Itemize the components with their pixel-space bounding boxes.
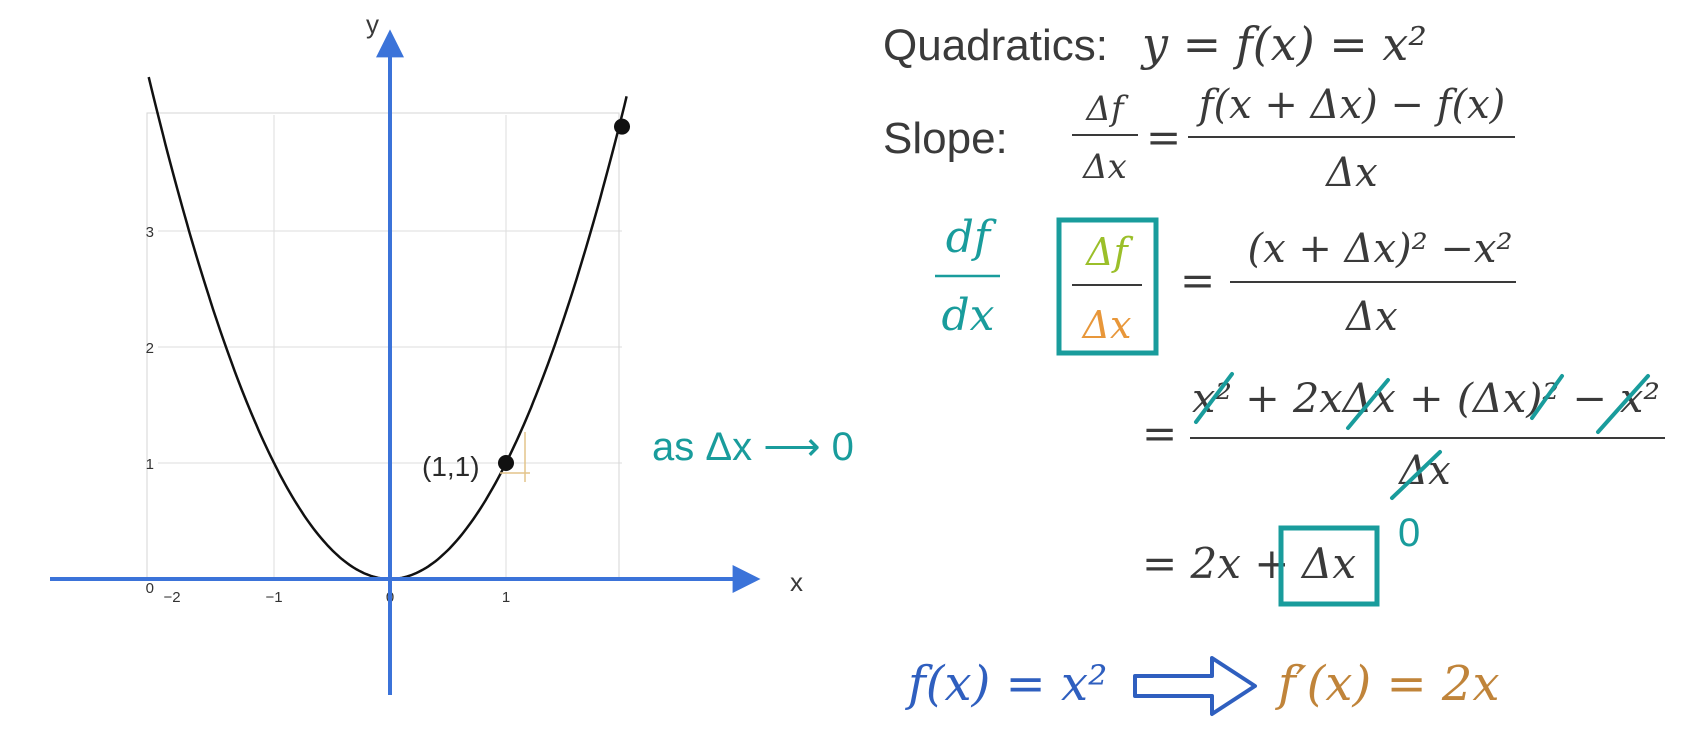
conclusion-right: f′(x) = 2x — [1275, 656, 1500, 712]
x-tick-label: 1 — [502, 589, 510, 606]
cancel-stroke-5 — [1390, 450, 1442, 500]
plot-frame — [146, 112, 620, 580]
delta-x-box — [1278, 525, 1380, 607]
result-box-text: Δx — [1300, 539, 1356, 588]
dx-text: dx — [942, 290, 995, 341]
slope-delta-x: Δx — [1081, 147, 1127, 187]
cancel-stroke-3 — [1530, 374, 1564, 420]
y-tick-label: 0 — [146, 580, 154, 597]
boxed-delta-f: Δf — [1084, 230, 1133, 274]
x-tick-label: −1 — [265, 589, 282, 606]
expand2-numerator: x² + 2xΔx + (Δx)² − x² — [1192, 376, 1660, 422]
parabola-plot: −2−1010123 x y (1,1) — [50, 9, 803, 695]
parabola-curve — [147, 76, 628, 581]
plot-point-1 — [614, 118, 630, 135]
expand-numerator: (x + Δx)² −x² — [1247, 226, 1512, 272]
y-tick-label: 3 — [146, 224, 154, 241]
cancel-strokes — [1194, 372, 1650, 500]
cancel-stroke-1 — [1194, 372, 1234, 424]
boxed-delta-x: Δx — [1081, 303, 1132, 347]
zero-annotation: 0 — [1398, 511, 1420, 555]
point-label-1-1: (1,1) — [422, 451, 480, 482]
conclusion-left: f(x) = x² — [905, 656, 1107, 712]
quadratics-equation: y = f(x) = x² — [1140, 17, 1427, 71]
y-tick-label: 1 — [146, 456, 154, 473]
slope-label: Slope: — [883, 114, 1008, 163]
tick-labels: −2−1010123 — [146, 224, 511, 606]
cancel-stroke-4 — [1596, 374, 1650, 434]
plot-points — [498, 118, 630, 471]
y-tick-label: 2 — [146, 340, 154, 357]
cancel-stroke-2 — [1346, 378, 1390, 430]
implies-arrow-icon — [1133, 656, 1257, 716]
df-text: df — [946, 212, 997, 263]
expand-equals: = — [1180, 256, 1215, 305]
x-axis-label: x — [790, 567, 803, 597]
x-tick-label: −2 — [163, 589, 180, 606]
slope-numerator: f(x + Δx) − f(x) — [1196, 82, 1505, 128]
y-axis-label: y — [366, 9, 379, 39]
expand2-equals: = — [1142, 409, 1177, 458]
expand-denominator: Δx — [1344, 294, 1397, 340]
plot-point-0 — [498, 455, 514, 471]
equations: Quadratics: y = f(x) = x² Slope: Δf Δx =… — [883, 17, 1665, 716]
slope-denominator: Δx — [1324, 150, 1377, 196]
limit-annotation: as Δx ⟶ 0 — [652, 425, 854, 469]
result-lhs: = 2x + — [1142, 539, 1290, 588]
slope-equals: = — [1146, 113, 1181, 162]
delta-fraction-box — [1056, 217, 1159, 356]
slope-delta-f: Δf — [1084, 89, 1129, 129]
quadratics-label: Quadratics: — [883, 21, 1108, 70]
